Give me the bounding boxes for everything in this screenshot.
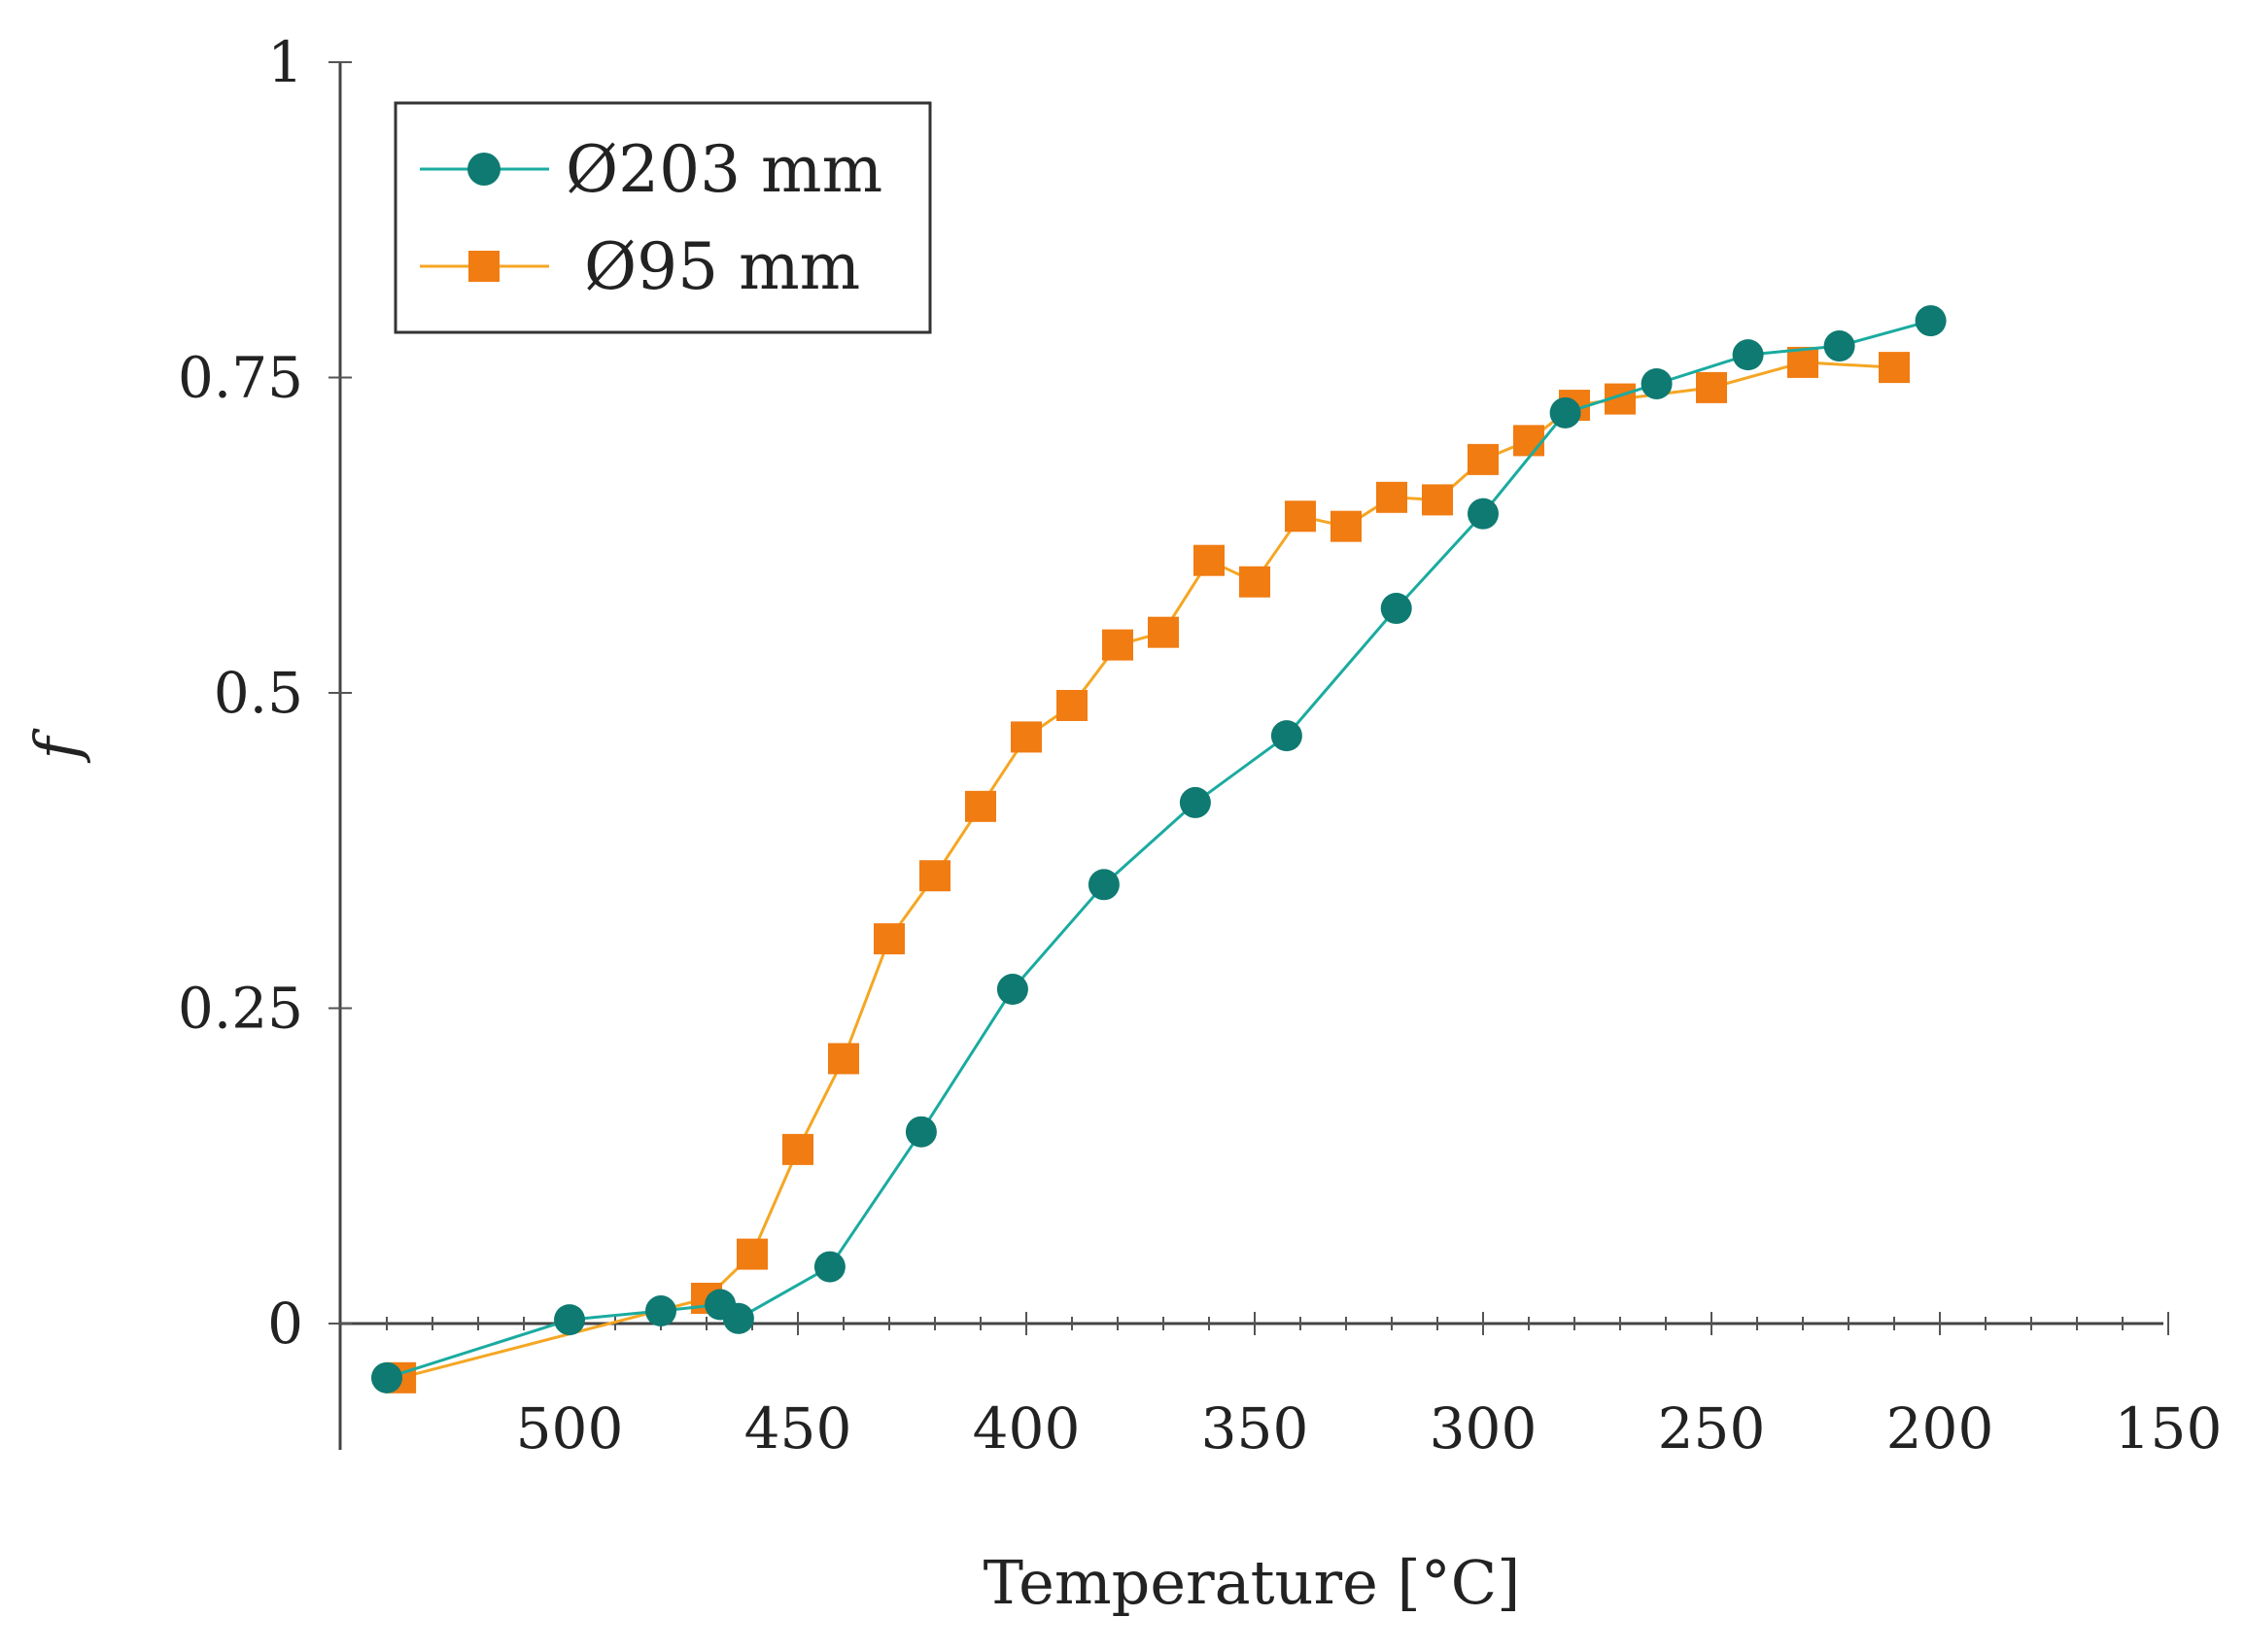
data-point [1380, 593, 1412, 625]
data-point [1696, 371, 1727, 403]
x-tick-label: 150 [2115, 1395, 2223, 1462]
data-point [1641, 367, 1673, 399]
data-point [722, 1302, 754, 1334]
data-point [1376, 481, 1407, 513]
series [371, 305, 1947, 1394]
x-axis-label: Temperature [°C] [984, 1547, 1521, 1618]
data-point [813, 1251, 846, 1283]
data-point [1179, 786, 1211, 818]
data-point [1102, 629, 1133, 661]
legend-box [394, 101, 932, 334]
data-point [1879, 352, 1910, 384]
legend: Ø203 mm Ø95 mm [394, 101, 932, 334]
legend-label-1: Ø95 mm [584, 229, 860, 304]
y-tick-label: 0.5 [214, 660, 303, 726]
data-point [905, 1116, 937, 1148]
data-point [1270, 720, 1302, 752]
data-point [737, 1238, 768, 1270]
data-point [874, 923, 905, 955]
y-tick-label: 0.25 [178, 976, 303, 1042]
data-point [828, 1043, 859, 1075]
data-point [1056, 689, 1088, 721]
data-point [1468, 498, 1499, 530]
legend-entry-0: Ø203 mm [420, 132, 882, 207]
x-tick-label: 250 [1658, 1395, 1766, 1462]
data-point [554, 1304, 585, 1336]
legend-marker-1 [468, 251, 500, 282]
data-point [1787, 346, 1818, 378]
data-point [1823, 330, 1855, 362]
series-line-1 [399, 361, 1895, 1380]
data-point [1513, 425, 1544, 457]
x-tick-label: 200 [1886, 1395, 1994, 1462]
data-point [919, 860, 950, 892]
y-tick-label: 0 [267, 1291, 303, 1357]
data-point [1088, 869, 1120, 901]
data-point [1330, 510, 1362, 542]
x-tick-label: 500 [516, 1395, 624, 1462]
data-point [996, 974, 1028, 1006]
y-axis-label: f [21, 727, 92, 763]
axes [338, 62, 2163, 1450]
y-tick-label: 0.75 [178, 345, 303, 411]
legend-entry-1: Ø95 mm [420, 229, 860, 304]
x-tick-label: 300 [1430, 1395, 1538, 1462]
y-tick-label: 1 [267, 29, 303, 95]
data-point [1239, 566, 1270, 598]
data-point [1468, 443, 1499, 475]
x-ticks: 500 450 400 350 300 250 200 150 [386, 1312, 2223, 1462]
data-point [645, 1295, 676, 1327]
data-point [1285, 500, 1316, 533]
data-point [1549, 396, 1581, 429]
x-tick-label: 400 [973, 1395, 1081, 1462]
data-point [1732, 339, 1764, 371]
legend-marker-0 [467, 153, 501, 186]
series-line-0 [386, 319, 1931, 1380]
legend-label-0: Ø203 mm [566, 132, 882, 207]
data-point [371, 1361, 402, 1394]
data-point [1422, 484, 1453, 516]
data-point [1915, 305, 1947, 337]
y-ticks: 0 0.25 0.5 0.75 1 [178, 29, 352, 1357]
data-point [1193, 544, 1225, 576]
data-point [1011, 721, 1042, 753]
data-point [782, 1133, 813, 1165]
data-point [965, 790, 996, 822]
x-tick-label: 450 [744, 1395, 852, 1462]
data-point [1148, 616, 1179, 648]
x-tick-label: 350 [1201, 1395, 1309, 1462]
